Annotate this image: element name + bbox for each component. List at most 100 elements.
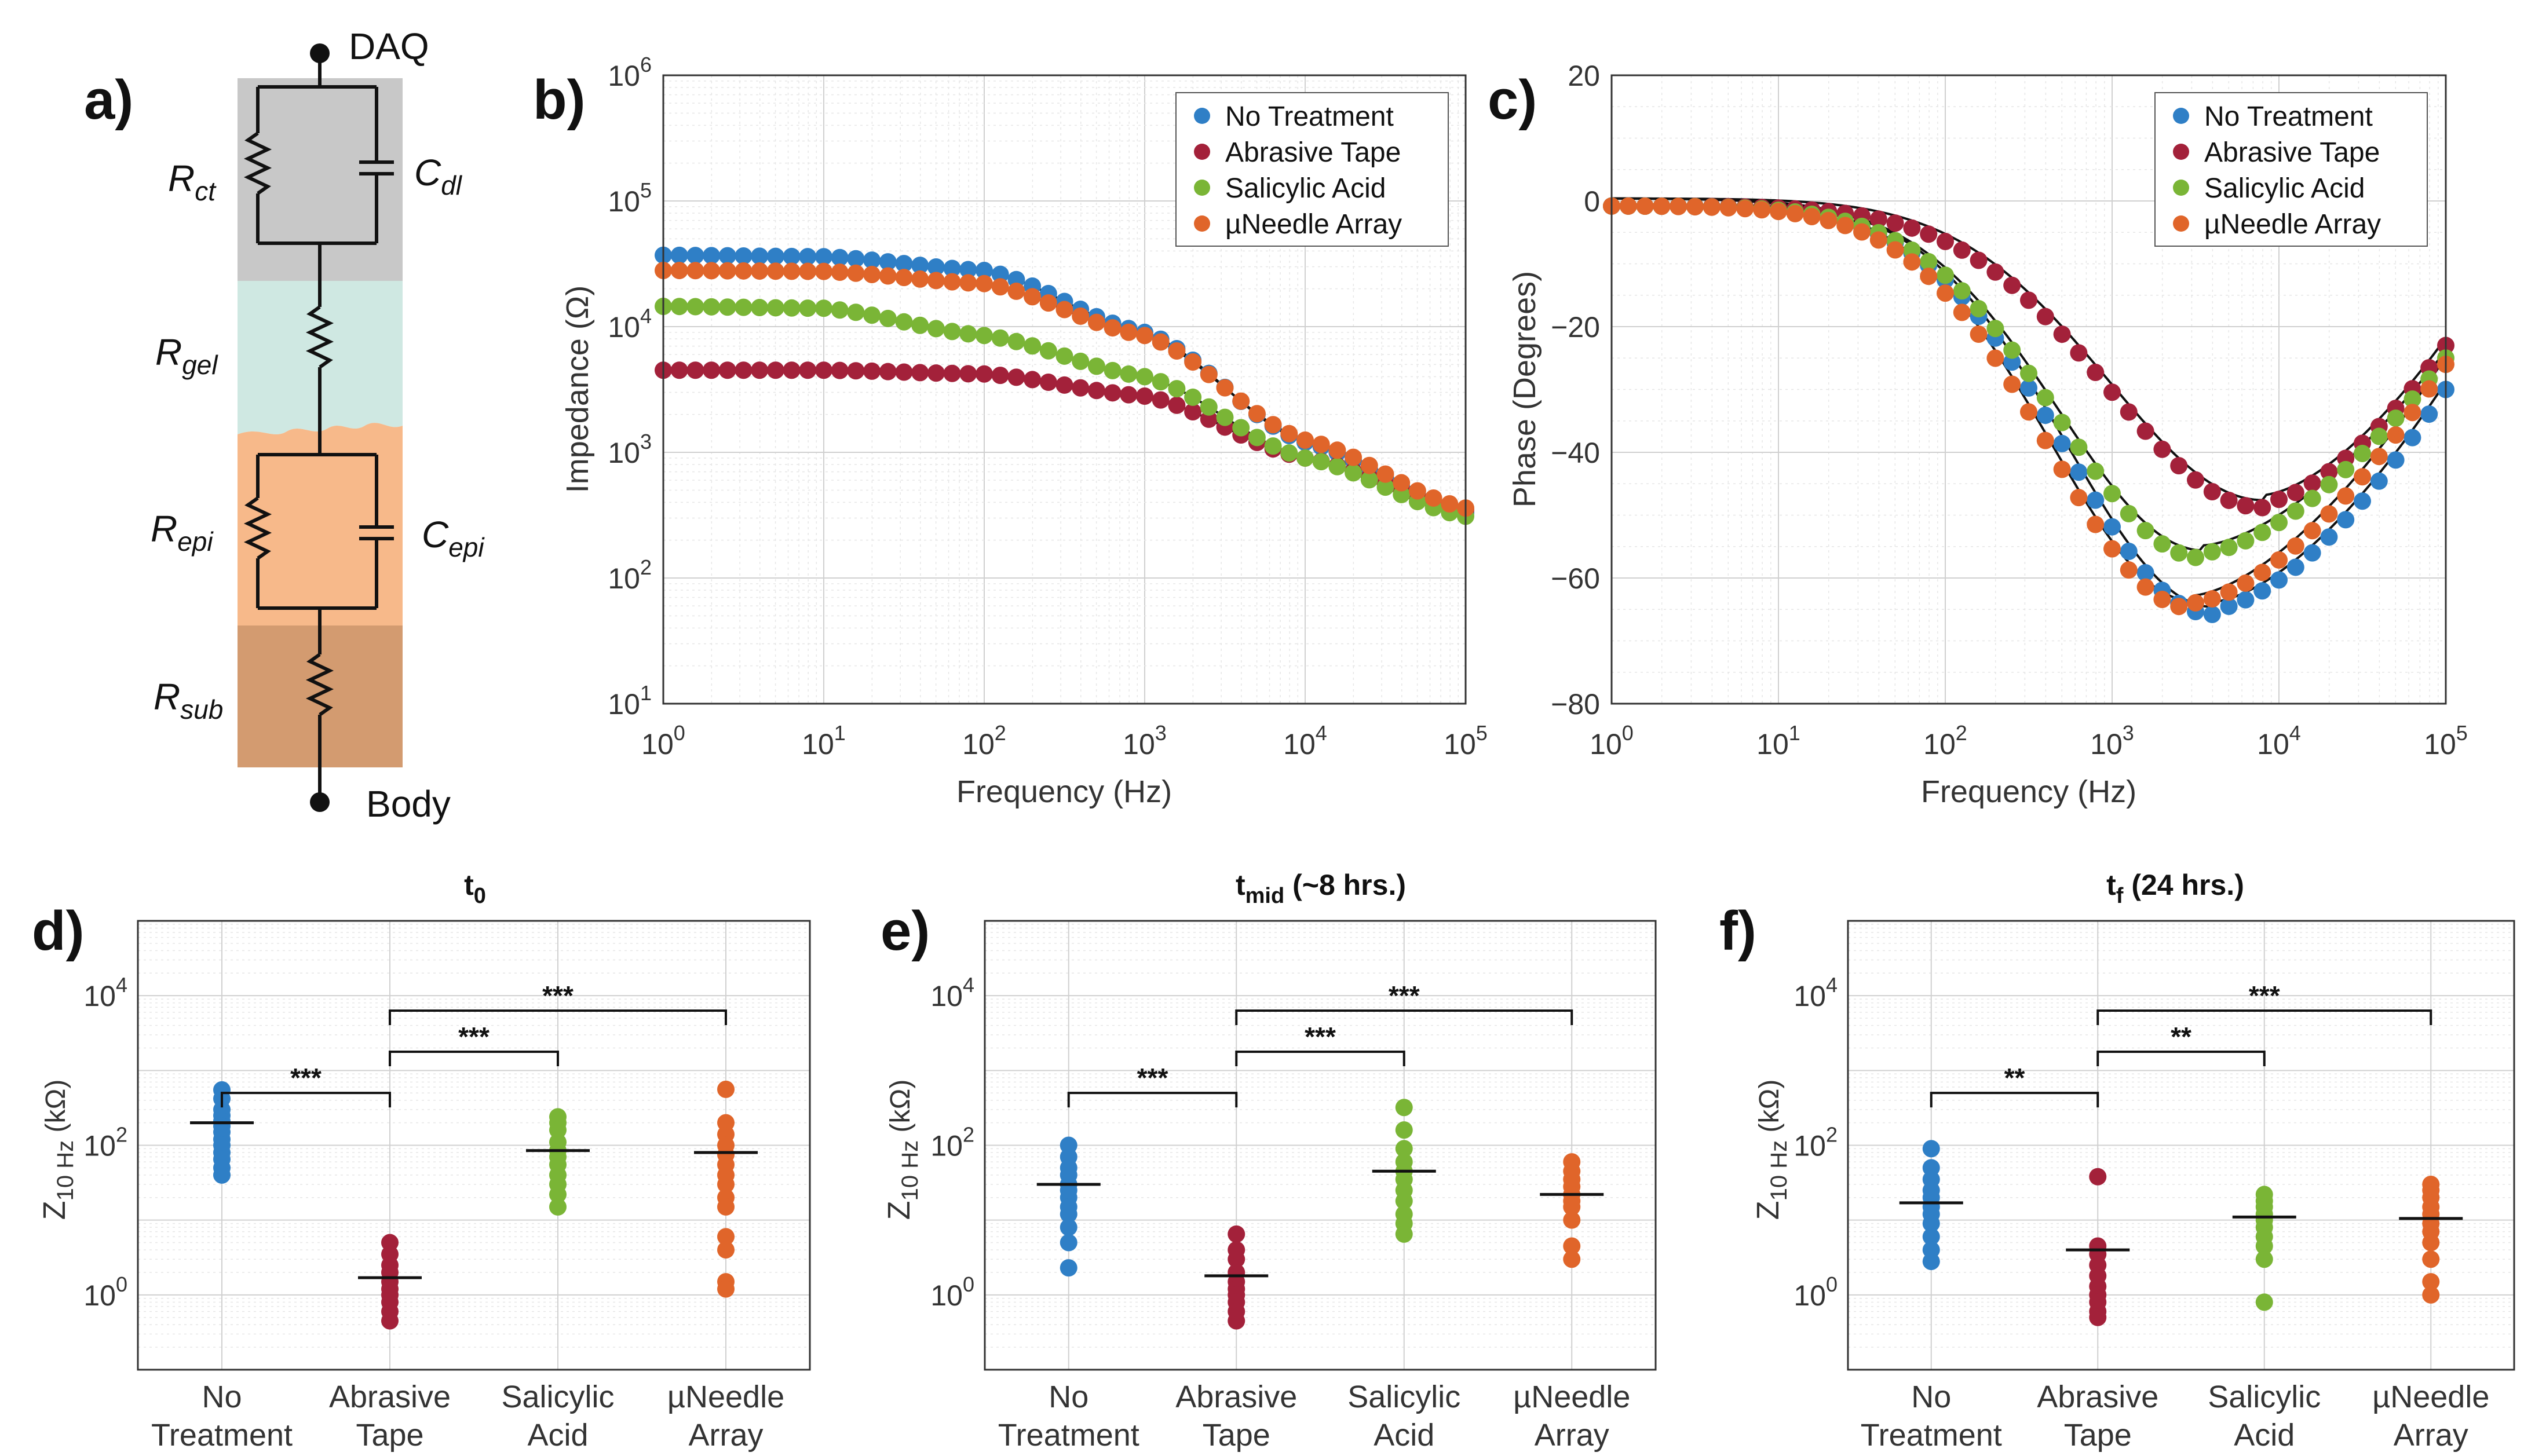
- c-point: [2136, 578, 2154, 596]
- b-point: [831, 263, 849, 281]
- c-point: [2103, 518, 2121, 536]
- c-y-ticks: 20 0 −20 −40 −60 −80: [1551, 60, 1600, 720]
- f-category-label: Abrasive: [2037, 1380, 2158, 1414]
- label-cepi: Cepi: [422, 514, 485, 562]
- panel-letter-b: b): [533, 69, 586, 131]
- panel-letter-c: c): [1488, 69, 1537, 131]
- c-point: [2070, 344, 2088, 362]
- e-title: tmid (~8 hrs.): [1236, 869, 1406, 908]
- c-point: [2320, 505, 2338, 523]
- b-point: [1328, 441, 1346, 459]
- c-point: [1953, 282, 1971, 300]
- b-point: [1264, 437, 1282, 455]
- b-point: [1087, 313, 1105, 331]
- e-category-label: No: [1049, 1380, 1088, 1414]
- panel-letter-d: d): [32, 900, 85, 962]
- c-point: [1786, 204, 1804, 222]
- b-point: [1072, 352, 1090, 370]
- b-x-tick-label: 105: [1444, 721, 1488, 760]
- b-point: [959, 274, 977, 292]
- c-point: [1820, 211, 1838, 229]
- c-point: [2220, 539, 2238, 557]
- b-point: [1024, 288, 1042, 306]
- panel-e-tmid: e) tmid (~8 hrs.) *** *** *** 100 102 104 No Tr…: [881, 869, 1657, 1453]
- c-fit-line: [1612, 197, 2447, 602]
- c-point: [2237, 532, 2255, 550]
- c-point: [2286, 537, 2304, 555]
- c-point: [2354, 468, 2371, 486]
- panel-letter-f: f): [1719, 900, 1756, 962]
- c-point: [2136, 422, 2154, 440]
- b-x-axis-label: Frequency (Hz): [956, 774, 1172, 809]
- d-significance-bracket: [389, 1009, 727, 1025]
- c-point: [2337, 460, 2355, 478]
- b-point: [991, 278, 1009, 296]
- b-point: [927, 272, 945, 290]
- c-point: [2220, 597, 2238, 615]
- c-point: [2387, 451, 2405, 469]
- c-legend: No Treatment Abrasive Tape Salicylic Acid µ…: [2154, 92, 2428, 247]
- e-point: [1395, 1225, 1413, 1243]
- c-point: [1986, 349, 2004, 367]
- c-point: [1803, 207, 1821, 225]
- b-point: [1024, 337, 1042, 355]
- c-point: [1686, 198, 1704, 216]
- b-point: [927, 258, 945, 276]
- f-significance-label: ***: [2249, 981, 2280, 1011]
- c-point: [2036, 389, 2054, 407]
- e-y-tick-label: 102: [930, 1123, 974, 1162]
- f-category-label: Acid: [2234, 1418, 2295, 1453]
- c-point: [1937, 284, 1954, 302]
- b-point: [911, 270, 929, 288]
- b-legend-marker: [1194, 215, 1210, 232]
- b-point: [815, 299, 832, 317]
- b-point: [1168, 342, 1186, 360]
- e-point: [1228, 1250, 1245, 1268]
- b-point: [1441, 495, 1459, 513]
- f-point: [2255, 1237, 2273, 1255]
- e-point: [1060, 1219, 1077, 1236]
- d-y-tick-label: 102: [83, 1123, 127, 1162]
- e-category-label: Salicylic: [1347, 1380, 1460, 1414]
- b-y-axis-label: Impedance (Ω): [560, 286, 595, 493]
- c-point: [2153, 535, 2171, 553]
- c-point: [2103, 485, 2121, 503]
- c-point: [2337, 487, 2355, 505]
- b-legend: No Treatment Abrasive Tape Salicylic Acid µ…: [1175, 92, 1449, 247]
- c-point: [2237, 497, 2255, 515]
- b-point: [783, 247, 801, 265]
- f-point: [2422, 1250, 2440, 1268]
- c-point: [1953, 303, 1971, 321]
- d-significance-label: ***: [542, 981, 574, 1011]
- c-point: [1920, 225, 1938, 243]
- b-point: [1039, 342, 1057, 360]
- b-legend-box: [1175, 92, 1449, 247]
- b-point: [1152, 373, 1170, 391]
- e-category-label: Treatment: [998, 1418, 1139, 1453]
- c-point: [2237, 574, 2255, 592]
- b-point: [991, 367, 1009, 385]
- b-point: [1136, 387, 1153, 405]
- panel-b-impedance: b) 100 101 102 103 104 105 101102103104105106…: [533, 53, 1488, 809]
- b-point: [1393, 474, 1411, 492]
- b-point: [799, 248, 817, 266]
- b-point: [1184, 388, 1202, 406]
- c-point: [1886, 214, 1904, 232]
- d-significance-label: ***: [458, 1022, 490, 1052]
- c-point: [2354, 445, 2371, 463]
- c-point: [1836, 217, 1854, 235]
- c-x-tick-label: 105: [2424, 721, 2468, 760]
- b-y-tick-label: 104: [608, 304, 652, 343]
- c-y-axis-label: Phase (Degrees): [1507, 271, 1542, 507]
- panel-letter-a: a): [84, 69, 133, 131]
- d-category-label: Array: [688, 1418, 763, 1453]
- d-point: [549, 1121, 567, 1139]
- b-legend-marker: [1194, 180, 1210, 196]
- b-point: [1360, 471, 1378, 489]
- b-point: [1376, 478, 1394, 496]
- e-point: [1563, 1211, 1581, 1229]
- c-point: [2203, 482, 2221, 500]
- c-point: [2003, 353, 2021, 371]
- c-y-tick-label: −80: [1551, 688, 1600, 720]
- f-point: [1922, 1228, 1940, 1246]
